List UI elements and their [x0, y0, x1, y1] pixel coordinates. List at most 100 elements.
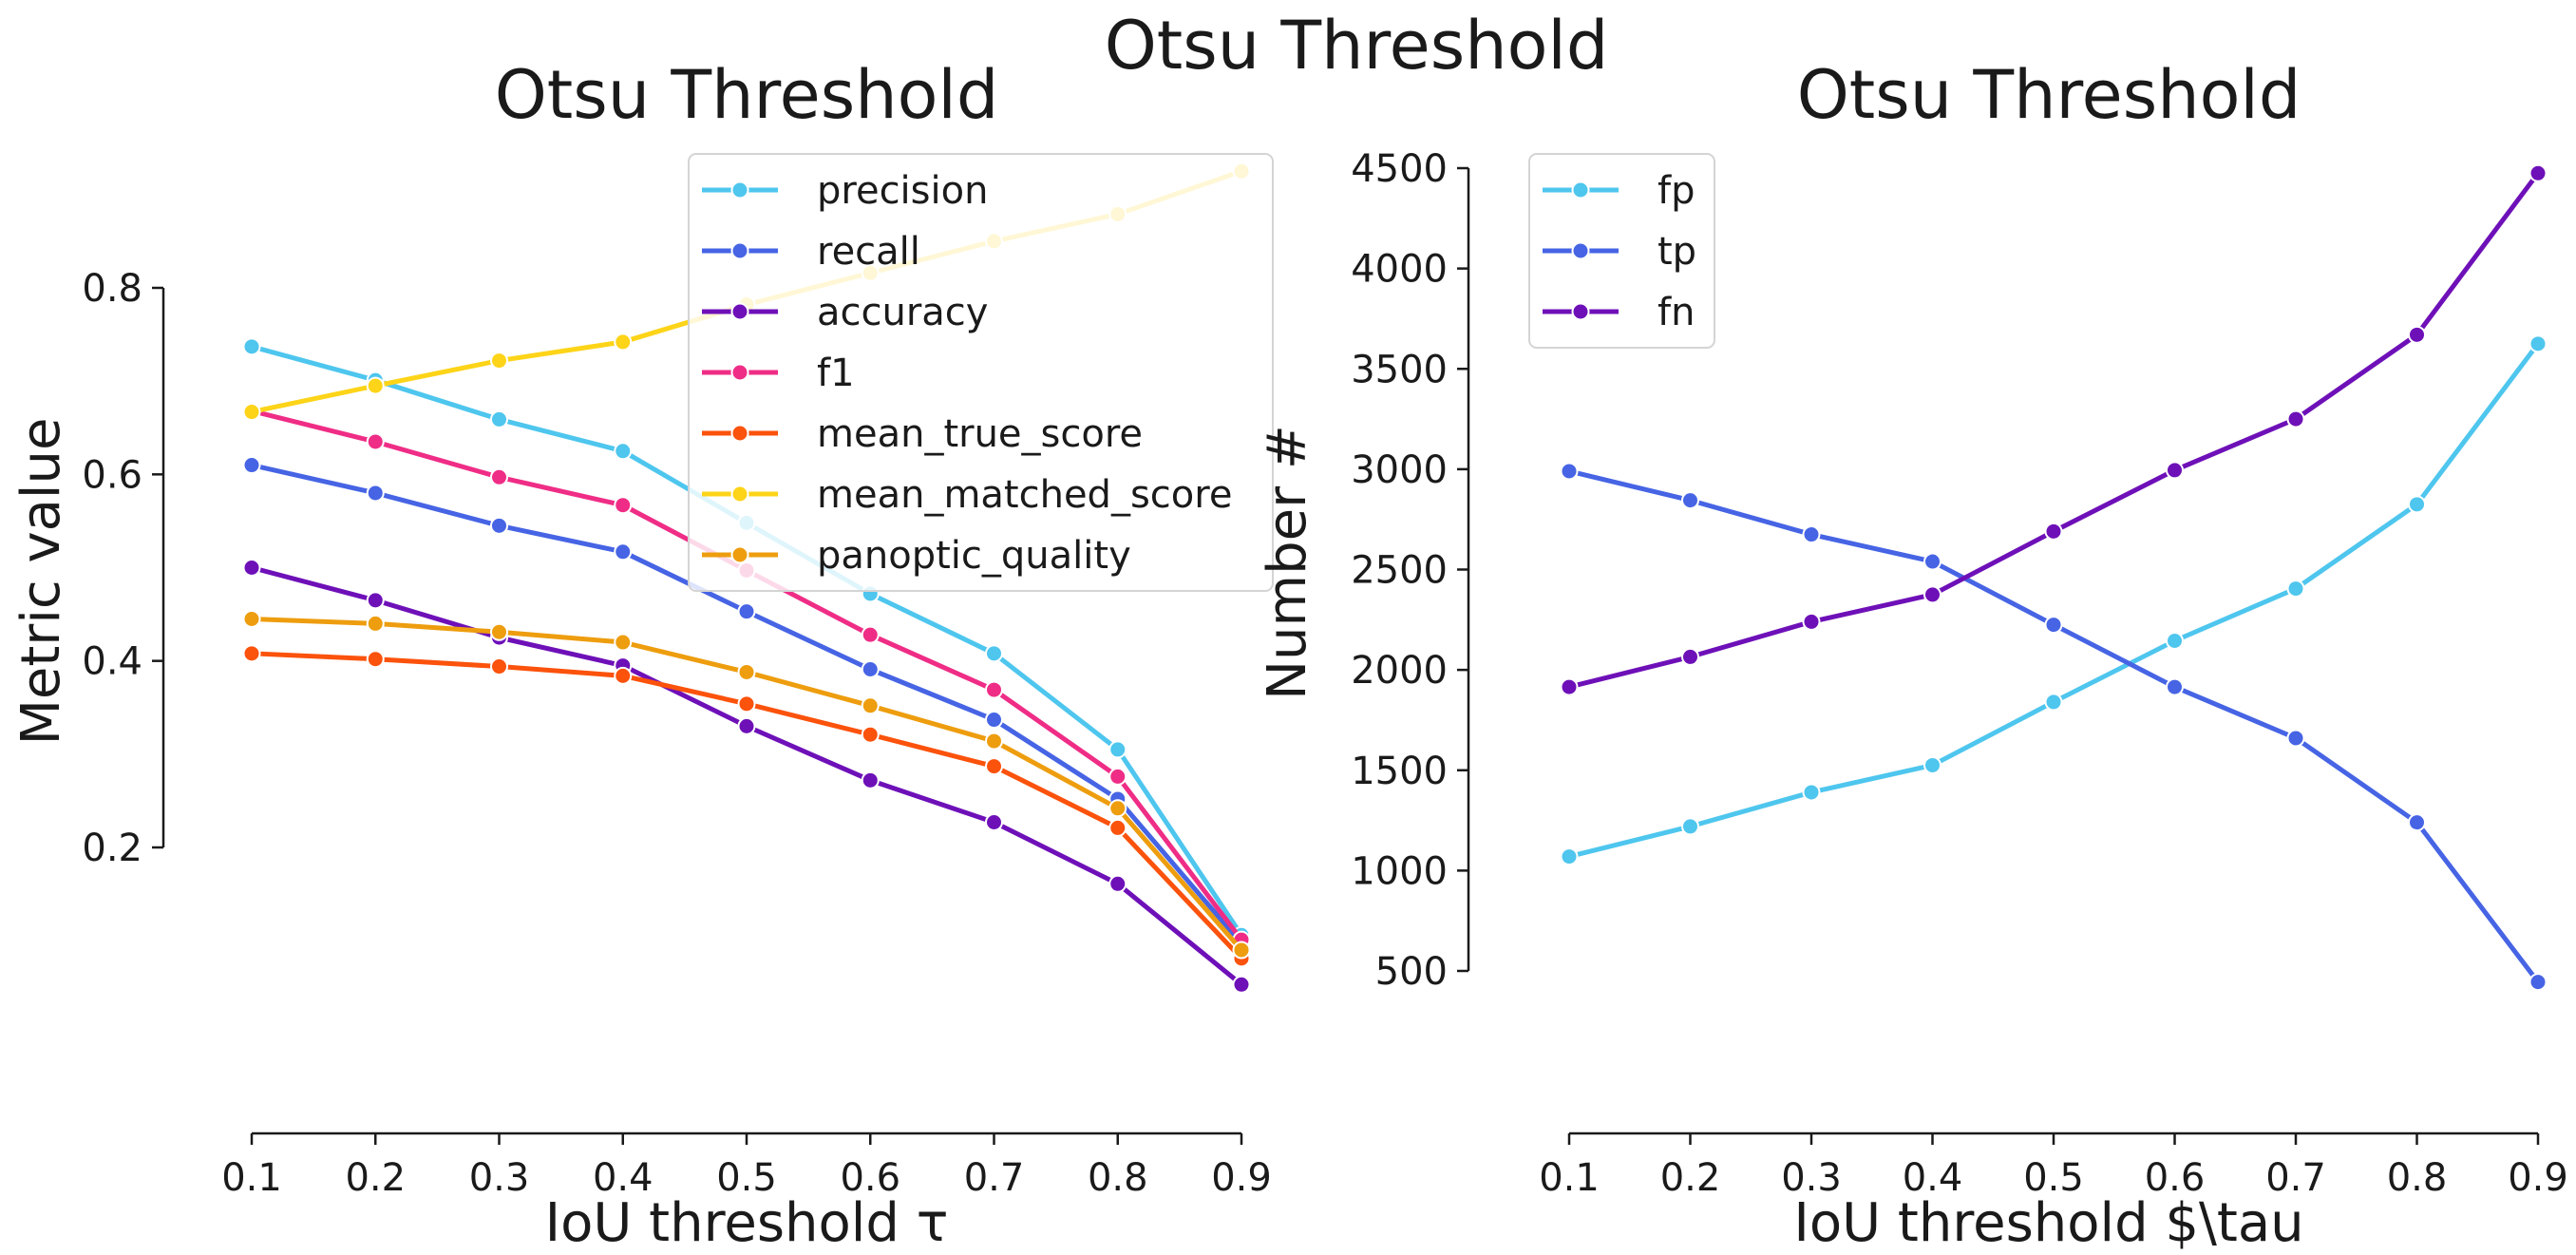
counts-point-tp	[1560, 462, 1579, 481]
metrics-legend-label: precision	[817, 169, 988, 213]
counts-point-fn	[1560, 677, 1579, 696]
figure-title: Otsu Threshold	[1105, 7, 1609, 85]
metrics-chart-ylabel: Metric value	[10, 418, 72, 746]
metrics-point-recall	[861, 660, 880, 679]
metrics-x-tick-label: 0.5	[716, 1156, 777, 1200]
metrics-point-panoptic-quality	[614, 633, 633, 652]
counts-point-fn	[1802, 612, 1821, 631]
counts-point-tp	[2529, 973, 2548, 992]
metrics-point-panoptic-quality	[985, 732, 1003, 751]
counts-point-fn	[2529, 163, 2548, 182]
counts-x-tick-label: 0.9	[2508, 1156, 2568, 1200]
metrics-point-precision	[1108, 740, 1127, 759]
metrics-point-precision	[614, 442, 633, 461]
counts-y-tick-label: 3000	[1351, 448, 1448, 492]
counts-y-tick-label: 500	[1375, 950, 1448, 994]
metrics-legend-marker	[730, 302, 749, 321]
metrics-legend-frame	[688, 153, 1274, 592]
counts-point-fp	[2286, 580, 2305, 599]
metrics-point-panoptic-quality	[861, 696, 880, 715]
counts-x-tick-label: 0.5	[2023, 1156, 2084, 1200]
counts-point-fn	[1681, 647, 1699, 666]
metrics-point-mean-true-score	[1108, 818, 1127, 837]
metrics-chart: Otsu Threshold IoU threshold τ Metric va…	[10, 56, 1274, 1254]
counts-y-tick-label: 4000	[1351, 248, 1448, 292]
counts-point-fn	[2044, 522, 2063, 541]
counts-point-fn	[2166, 461, 2184, 480]
counts-chart-ylabel: Number #	[1257, 425, 1318, 700]
counts-legend-frame	[1528, 153, 1715, 349]
metrics-legend-item: mean_matched_score	[702, 473, 1232, 517]
metrics-legend-marker	[730, 363, 749, 382]
metrics-point-f1	[490, 467, 508, 486]
metrics-legend: precision recall accuracy f1 mean_true_score…	[688, 153, 1274, 592]
metrics-legend-item: f1	[702, 352, 855, 395]
metrics-point-mean-matched-score	[242, 403, 261, 422]
metrics-series-line-accuracy	[251, 565, 1243, 987]
counts-legend-item: tp	[1543, 230, 1696, 274]
counts-y-tick-label: 2500	[1351, 549, 1448, 593]
counts-point-tp	[1802, 525, 1821, 544]
counts-y-tick-label: 3500	[1351, 348, 1448, 391]
metrics-y-tick-label: 0.6	[82, 453, 142, 497]
metrics-x-tick-label: 0.2	[345, 1156, 406, 1200]
metrics-point-accuracy	[1108, 874, 1127, 893]
counts-series-line-tp	[1568, 468, 2540, 984]
metrics-legend-item: panoptic_quality	[702, 534, 1131, 578]
counts-chart-title: Otsu Threshold	[1797, 56, 2301, 134]
counts-legend-marker	[1571, 302, 1590, 321]
counts-point-fp	[2044, 693, 2063, 712]
metrics-point-mean-true-score	[985, 757, 1003, 776]
counts-point-fp	[1681, 817, 1699, 836]
counts-x-tick-label: 0.2	[1660, 1156, 1721, 1200]
metrics-legend-item: mean_true_score	[702, 412, 1143, 456]
metrics-point-precision	[242, 337, 261, 356]
metrics-legend-label: mean_true_score	[817, 412, 1143, 456]
counts-y-tick-label: 2000	[1351, 649, 1448, 693]
metrics-legend-label: f1	[817, 352, 855, 395]
metrics-legend-marker	[730, 545, 749, 564]
metrics-point-accuracy	[242, 559, 261, 577]
counts-legend: fp tp fn	[1528, 153, 1715, 349]
metrics-point-mean-true-score	[366, 650, 385, 669]
metrics-point-recall	[490, 516, 508, 535]
counts-legend-marker	[1571, 241, 1590, 260]
counts-legend-label: fn	[1657, 291, 1695, 334]
metrics-point-recall	[242, 456, 261, 475]
metrics-legend-marker	[730, 181, 749, 200]
metrics-point-panoptic-quality	[1232, 941, 1251, 960]
metrics-point-recall	[737, 602, 756, 621]
counts-point-fp	[2529, 334, 2548, 353]
metrics-point-mean-matched-score	[614, 333, 633, 352]
metrics-x-tick-label: 0.8	[1088, 1156, 1148, 1200]
metrics-point-accuracy	[737, 716, 756, 735]
counts-point-tp	[1681, 491, 1699, 510]
metrics-point-mean-true-score	[242, 644, 261, 663]
metrics-legend-marker	[730, 424, 749, 443]
metrics-point-f1	[1108, 767, 1127, 786]
counts-x-tick-label: 0.8	[2387, 1156, 2448, 1200]
counts-x-tick-label: 0.7	[2265, 1156, 2326, 1200]
counts-point-fp	[1923, 755, 1941, 774]
counts-point-fn	[2286, 409, 2305, 428]
metrics-legend-item: precision	[702, 169, 988, 213]
counts-x-tick-label: 0.3	[1781, 1156, 1842, 1200]
metrics-legend-label: recall	[817, 230, 920, 274]
metrics-point-precision	[985, 644, 1003, 663]
counts-legend-item: fp	[1543, 169, 1695, 213]
metrics-chart-title: Otsu Threshold	[495, 56, 999, 134]
metrics-y-tick-label: 0.8	[82, 267, 142, 311]
metrics-point-mean-true-score	[490, 657, 508, 676]
metrics-point-mean-matched-score	[490, 352, 508, 371]
metrics-y-tick-label: 0.2	[82, 827, 142, 870]
counts-point-fp	[1560, 847, 1579, 866]
counts-point-tp	[2408, 813, 2426, 832]
counts-legend-label: tp	[1657, 230, 1696, 274]
counts-chart: Otsu Threshold IoU threshold $\tau Numbe…	[1257, 56, 2568, 1254]
metrics-point-mean-true-score	[614, 666, 633, 685]
counts-series-line-fp	[1568, 342, 2540, 860]
counts-y-tick-label: 1500	[1351, 750, 1448, 793]
metrics-point-f1	[366, 432, 385, 451]
counts-point-fp	[1802, 783, 1821, 802]
metrics-x-tick-label: 0.1	[221, 1156, 282, 1200]
